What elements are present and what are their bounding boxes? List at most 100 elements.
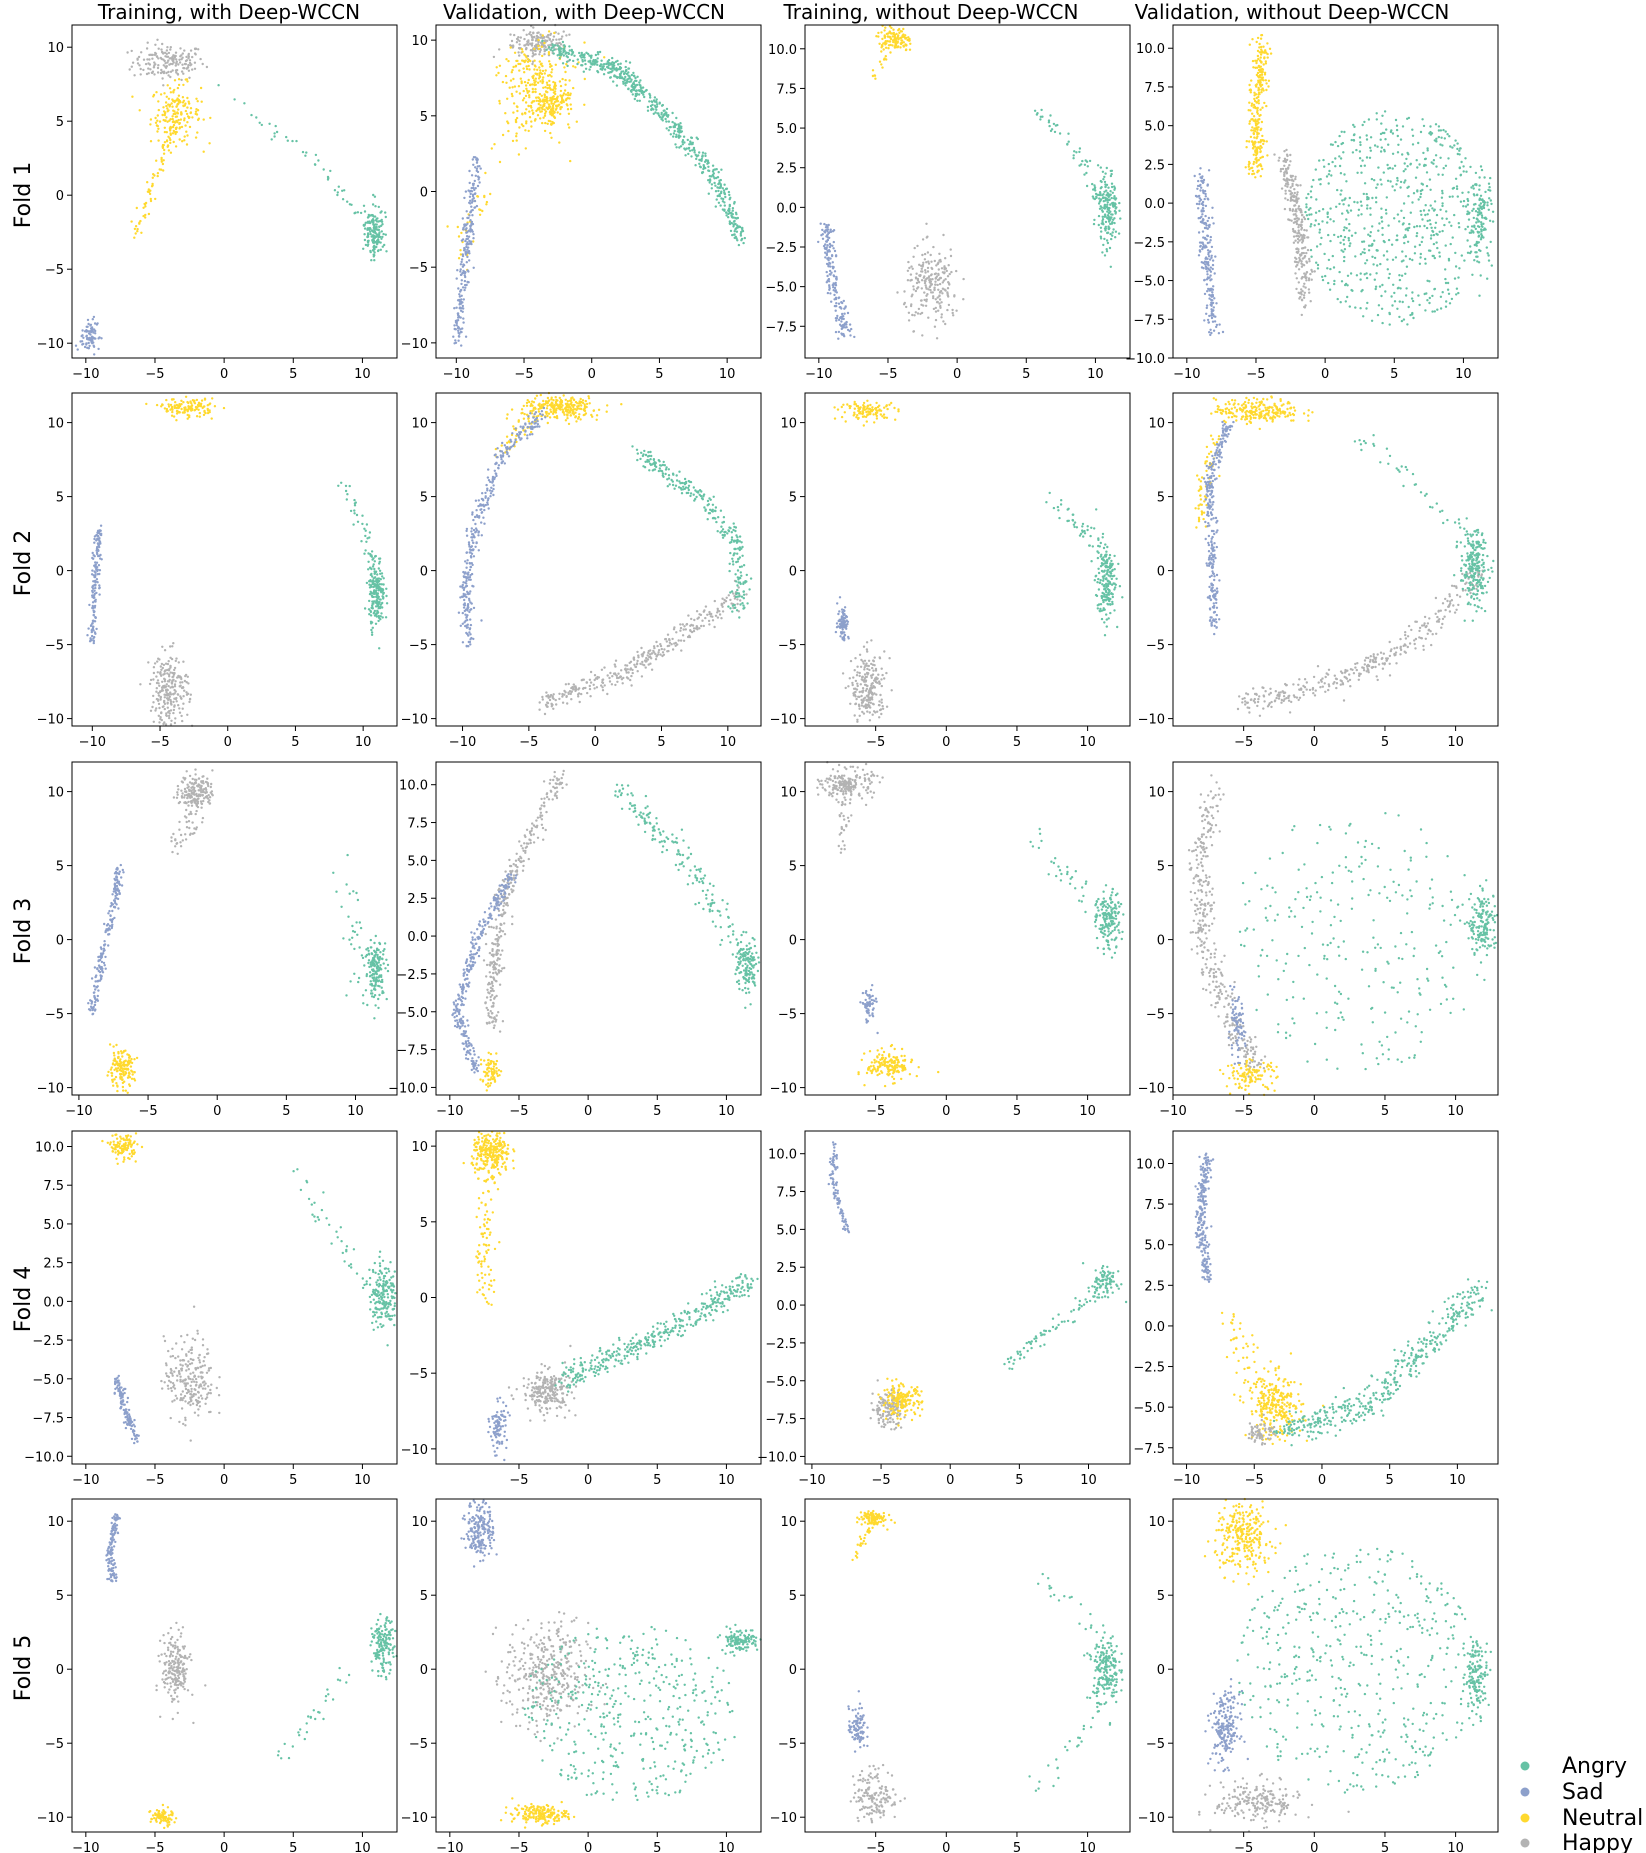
scatter-point-happy [1297, 250, 1300, 253]
scatter-point-angry [1478, 188, 1481, 191]
scatter-point-angry [611, 56, 614, 60]
scatter-point-angry [1393, 291, 1396, 295]
scatter-point-angry [341, 189, 344, 192]
x-tick-label: −10 [805, 367, 832, 382]
scatter-point-sad [1207, 255, 1211, 258]
scatter-point-happy [568, 33, 571, 36]
scatter-point-angry [1033, 109, 1037, 113]
scatter-point-angry [1088, 159, 1092, 163]
scatter-point-neutral [160, 156, 163, 160]
scatter-point-angry [730, 214, 733, 217]
scatter-point-angry [380, 218, 383, 222]
scatter-point-neutral [894, 39, 897, 42]
scatter-point-neutral [559, 112, 562, 116]
scatter-point-sad [1214, 315, 1217, 318]
scatter-point-happy [543, 50, 546, 53]
scatter-point-happy [169, 664, 172, 668]
scatter-point-sad [840, 327, 843, 331]
scatter-point-sad [93, 604, 97, 608]
scatter-point-angry [1439, 129, 1443, 132]
scatter-point-angry [1391, 258, 1395, 261]
scatter-point-angry [1366, 207, 1369, 210]
scatter-point-happy [161, 680, 164, 683]
scatter-point-sad [459, 273, 463, 277]
scatter-point-sad [832, 286, 835, 289]
scatter-point-sad [829, 292, 832, 295]
scatter-point-neutral [149, 197, 152, 201]
scatter-point-angry [1343, 255, 1346, 259]
scatter-point-angry [1441, 192, 1444, 195]
scatter-point-angry [1334, 165, 1337, 168]
scatter-point-neutral [533, 81, 536, 85]
scatter-point-neutral [1264, 49, 1267, 52]
scatter-point-angry [1341, 199, 1344, 202]
scatter-point-angry [564, 52, 567, 55]
scatter-point-happy [1283, 178, 1286, 182]
scatter-point-happy [175, 62, 178, 65]
scatter-point-angry [1344, 197, 1347, 200]
scatter-point-angry [1411, 311, 1414, 315]
scatter-point-neutral [514, 65, 517, 68]
scatter-point-happy [549, 43, 552, 47]
scatter-point-angry [719, 204, 722, 207]
scatter-point-sad [469, 192, 472, 196]
scatter-point-happy [147, 72, 150, 75]
scatter-point-neutral [518, 126, 521, 129]
scatter-point-sad [472, 156, 476, 159]
scatter-point-angry [580, 51, 583, 55]
scatter-point-happy [947, 303, 951, 307]
scatter-point-neutral [525, 67, 529, 71]
scatter-point-sad [458, 293, 461, 296]
scatter-point-happy [1293, 188, 1296, 191]
scatter-point-angry [655, 108, 658, 112]
scatter-point-neutral [902, 45, 905, 48]
scatter-point-neutral [172, 91, 175, 94]
scatter-point-angry [1384, 138, 1387, 141]
scatter-point-sad [466, 248, 469, 251]
scatter-point-happy [1290, 192, 1294, 195]
scatter-point-angry [639, 86, 642, 89]
scatter-point-angry [1047, 121, 1051, 124]
scatter-point-happy [924, 280, 927, 283]
scatter-point-happy [940, 267, 944, 270]
scatter-point-angry [1323, 252, 1326, 256]
scatter-point-angry [1391, 152, 1395, 155]
scatter-point-sad [465, 251, 468, 254]
scatter-point-angry [1322, 158, 1325, 162]
scatter-point-angry [1396, 307, 1399, 310]
scatter-point-angry [383, 243, 386, 247]
scatter-point-angry [1385, 128, 1388, 131]
scatter-point-angry [1353, 125, 1356, 128]
scatter-point-angry [363, 233, 366, 236]
scatter-point-neutral [157, 127, 160, 130]
scatter-point-angry [1402, 259, 1405, 262]
scatter-point-angry [1424, 157, 1428, 160]
scatter-point-angry [1468, 211, 1471, 214]
scatter-point-sad [843, 335, 846, 338]
scatter-point-angry [1418, 163, 1421, 166]
scatter-point-neutral [162, 169, 165, 172]
scatter-point-sad [459, 268, 462, 271]
scatter-point-angry [1109, 203, 1112, 206]
scatter-point-angry [1457, 222, 1461, 225]
scatter-point-angry [1096, 164, 1100, 167]
scatter-point-sad [93, 589, 96, 592]
scatter-point-angry [1466, 199, 1470, 203]
scatter-point-happy [185, 55, 188, 59]
scatter-point-angry [1398, 274, 1401, 277]
scatter-point-angry [1387, 167, 1390, 170]
scatter-point-angry [1327, 258, 1331, 262]
scatter-point-neutral [1259, 51, 1263, 54]
scatter-point-sad [1196, 187, 1199, 190]
scatter-point-sad [1194, 194, 1198, 198]
scatter-point-neutral [166, 110, 169, 113]
scatter-point-angry [742, 241, 745, 245]
scatter-point-sad [824, 243, 827, 246]
scatter-point-neutral [1252, 66, 1255, 69]
scatter-point-angry [380, 230, 383, 233]
scatter-point-angry [1441, 291, 1444, 294]
scatter-point-angry [1369, 231, 1373, 234]
scatter-point-happy [905, 305, 908, 309]
scatter-point-angry [1111, 191, 1115, 194]
scatter-point-angry [373, 215, 377, 218]
